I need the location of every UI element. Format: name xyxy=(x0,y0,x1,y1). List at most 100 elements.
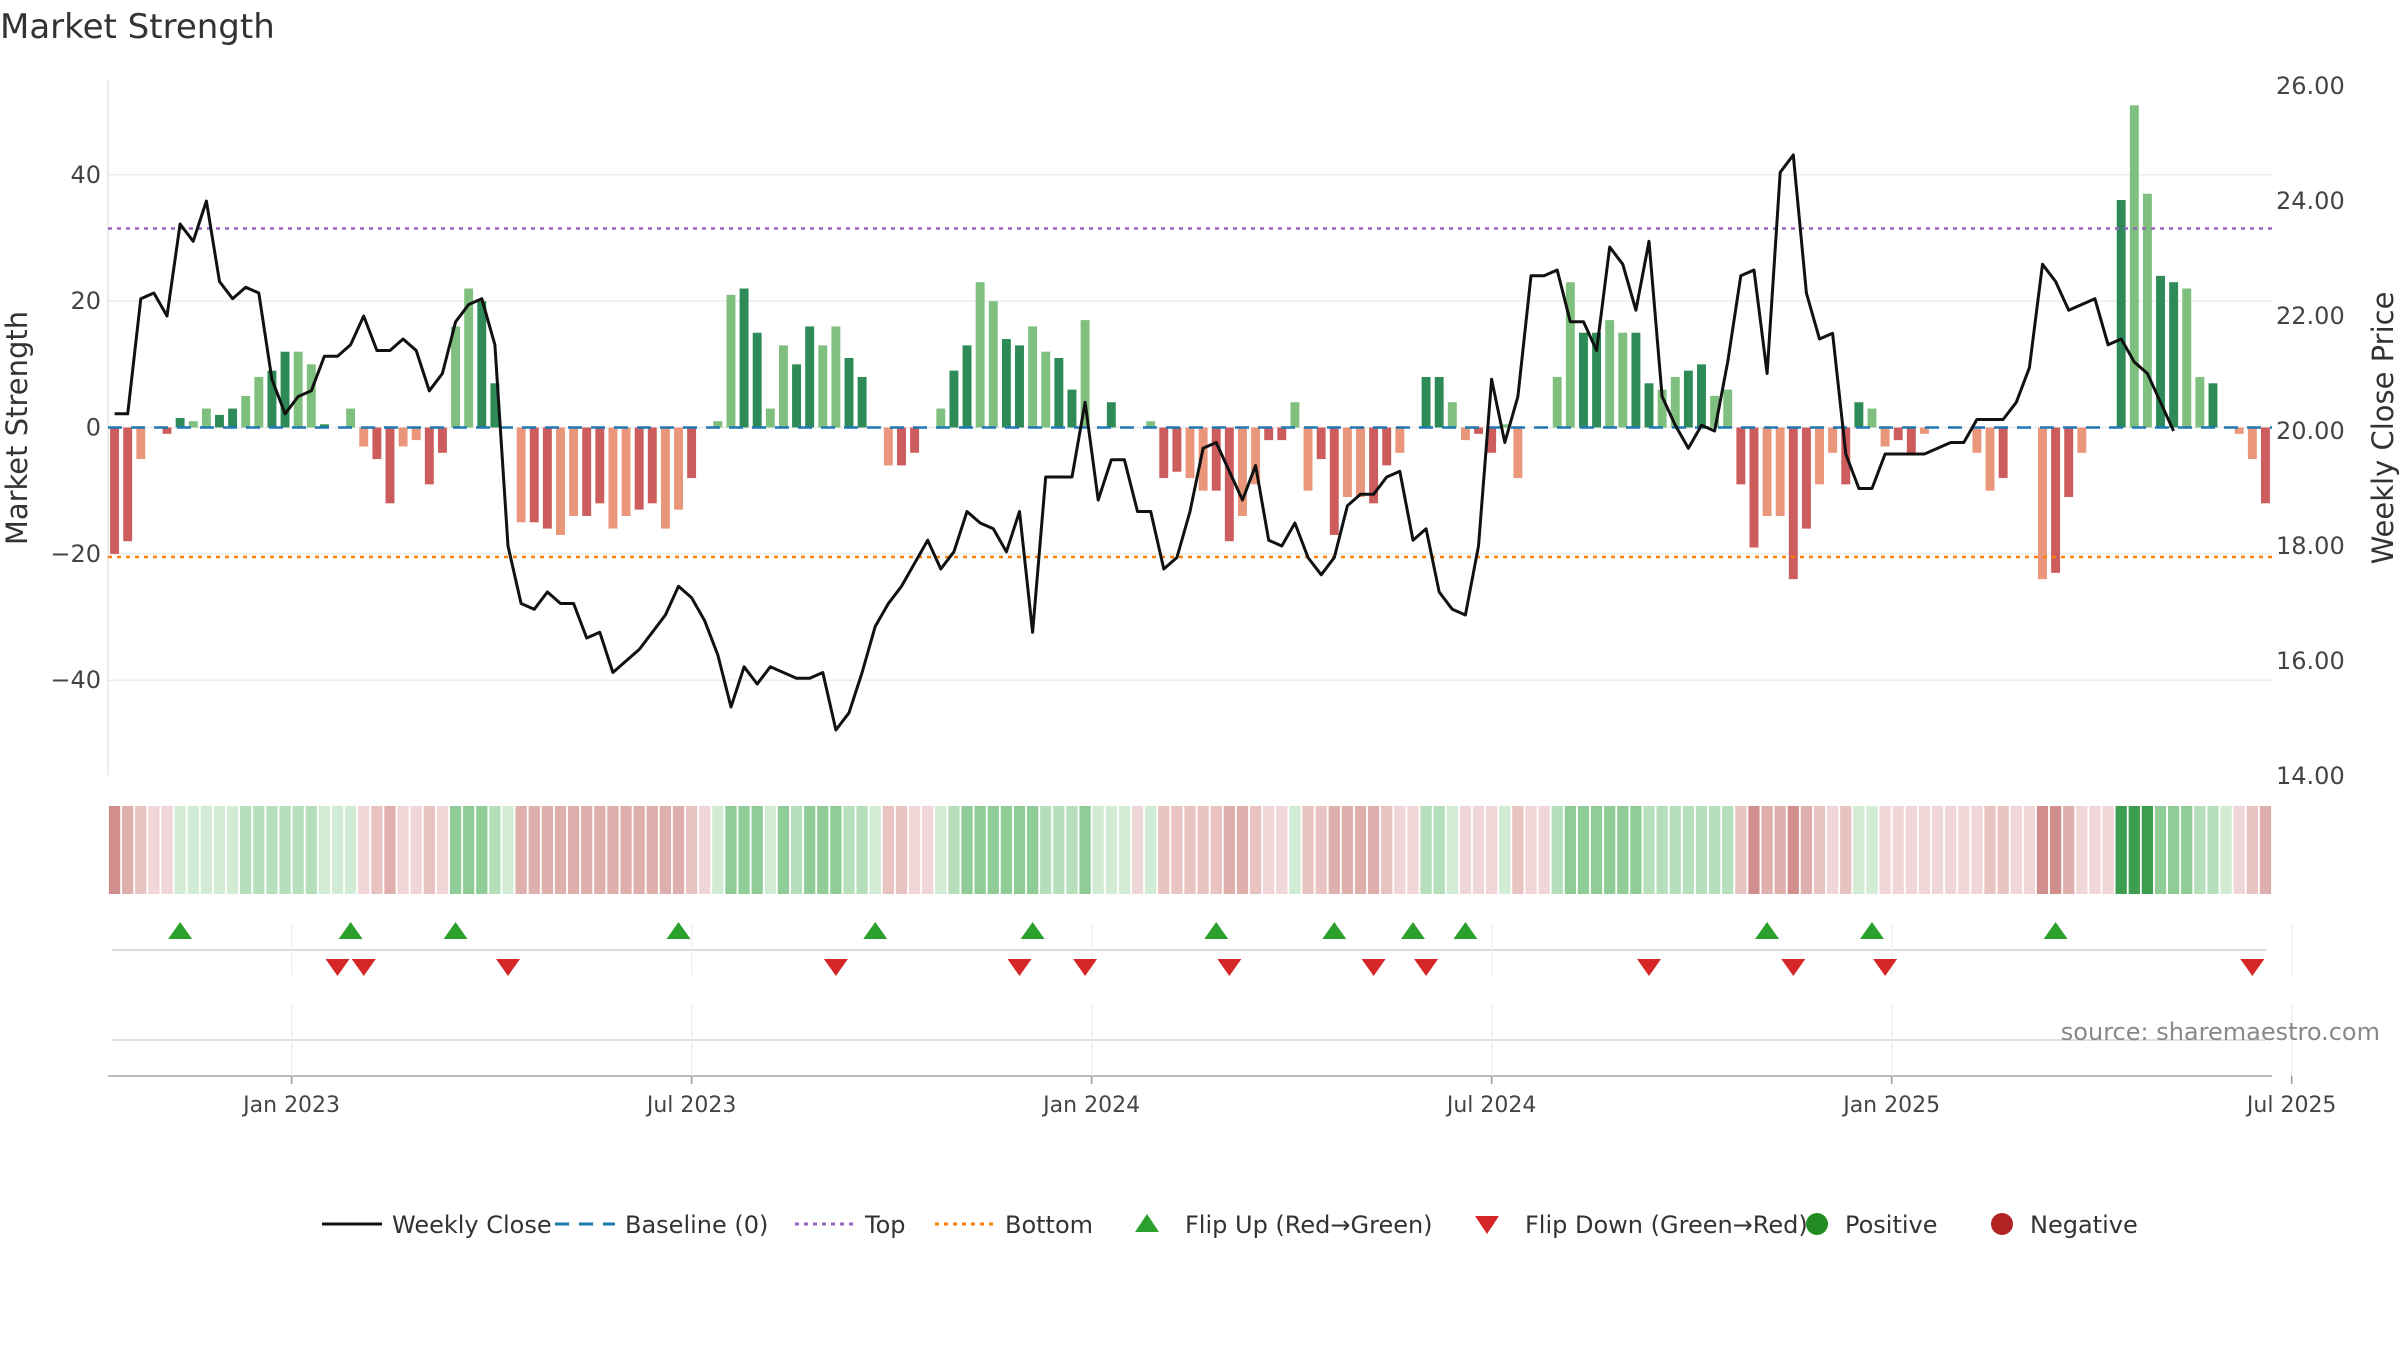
strength-bar xyxy=(1683,370,1693,428)
strength-bar xyxy=(1972,427,1982,453)
strength-bar xyxy=(647,427,657,504)
strength-bar xyxy=(1224,427,1234,542)
strength-bar xyxy=(1605,320,1615,428)
state-cell xyxy=(344,806,357,894)
strength-bar xyxy=(464,288,474,428)
state-cell xyxy=(2036,806,2049,894)
x-tick-label: Jul 2025 xyxy=(2245,1093,2337,1118)
strength-bar xyxy=(359,427,369,447)
strength-bar xyxy=(936,408,946,428)
strength-bar xyxy=(634,427,644,510)
state-cell xyxy=(2010,806,2022,894)
flip-down-marker xyxy=(2240,959,2265,976)
state-cell xyxy=(213,806,226,894)
strength-bar xyxy=(1592,332,1602,428)
state-cell xyxy=(1669,806,1681,894)
strength-bar xyxy=(398,427,408,447)
state-cell xyxy=(1171,806,1183,894)
strength-bar xyxy=(1919,427,1929,434)
x-tick-label: Jan 2025 xyxy=(1841,1093,1940,1118)
state-cell xyxy=(646,806,658,894)
strength-bar xyxy=(1329,427,1339,535)
strength-bar xyxy=(2208,383,2218,428)
x-tick-label: Jul 2024 xyxy=(1445,1093,1537,1118)
state-cell xyxy=(1013,806,1026,894)
legend-label: Baseline (0) xyxy=(625,1211,768,1239)
state-cell xyxy=(699,806,711,894)
strength-bar xyxy=(2156,275,2165,428)
strength-bar xyxy=(2234,427,2244,434)
strength-bar xyxy=(1487,427,1497,453)
flip-down-marker xyxy=(351,959,376,976)
strength-bar xyxy=(1998,427,2008,479)
legend: Weekly Close Baseline (0) Top Bottom Flip Up… xyxy=(322,1211,2138,1239)
strength-bar xyxy=(765,408,775,428)
strength-bar xyxy=(1552,376,1562,428)
state-cell xyxy=(423,806,435,894)
state-cell xyxy=(1892,806,1904,894)
state-cell xyxy=(1918,806,1931,894)
state-cell xyxy=(1197,806,1209,894)
strength-bar xyxy=(988,301,998,428)
state-cell xyxy=(843,806,855,894)
strength-bar xyxy=(595,427,605,504)
strength-bar xyxy=(542,427,552,529)
state-cell xyxy=(1761,806,1773,894)
strength-bar xyxy=(437,427,447,453)
strength-bar xyxy=(2064,427,2074,497)
state-cell xyxy=(397,806,409,894)
state-cell xyxy=(1394,806,1406,894)
flip-down-marker xyxy=(496,959,521,976)
state-cell xyxy=(358,806,370,894)
strength-bar xyxy=(1211,427,1221,491)
state-cell xyxy=(633,806,645,894)
strength-bar xyxy=(910,427,920,453)
legend-item: Bottom xyxy=(935,1211,1093,1239)
strength-bar xyxy=(306,364,316,428)
state-cell xyxy=(1486,806,1498,894)
state-cell xyxy=(1564,806,1576,894)
strength-bar xyxy=(1618,332,1628,428)
flip-up-marker xyxy=(1204,922,1229,939)
left-tick-label: 0 xyxy=(86,414,101,442)
strength-bar xyxy=(1041,351,1051,428)
x-tick-label: Jan 2024 xyxy=(1041,1093,1140,1118)
strength-bar xyxy=(1710,395,1720,428)
strength-bar xyxy=(2260,427,2270,504)
state-cell xyxy=(1590,806,1603,894)
strength-bar xyxy=(1159,427,1169,479)
legend-label: Positive xyxy=(1845,1211,1938,1239)
state-cell xyxy=(279,806,291,894)
strength-bar xyxy=(687,427,697,479)
legend-dot-icon xyxy=(1991,1213,2013,1235)
strength-bar xyxy=(1815,427,1824,485)
state-cell xyxy=(1092,806,1104,894)
flip-markers xyxy=(112,922,2293,976)
strength-bar xyxy=(2182,288,2192,428)
state-cell xyxy=(1066,806,1078,894)
strength-bar xyxy=(477,301,487,428)
state-cell xyxy=(135,806,147,894)
strength-bar xyxy=(713,421,723,428)
state-cell xyxy=(1145,806,1157,894)
state-cell xyxy=(331,806,344,894)
right-tick-label: 26.00 xyxy=(2276,72,2345,100)
state-cell xyxy=(1840,806,1852,894)
state-cell xyxy=(922,806,934,894)
state-cell xyxy=(2194,806,2206,894)
state-cell xyxy=(1800,806,1813,894)
strength-bar xyxy=(844,358,854,428)
right-tick-label: 16.00 xyxy=(2276,647,2345,675)
state-cell xyxy=(1131,806,1144,894)
legend-label: Top xyxy=(864,1211,906,1239)
state-cell xyxy=(226,806,239,894)
flip-up-marker xyxy=(863,922,888,939)
state-cell xyxy=(1866,806,1878,894)
strength-bar xyxy=(569,427,579,516)
strength-bar xyxy=(897,427,906,466)
strength-bar xyxy=(1447,402,1457,428)
x-tick-label: Jan 2023 xyxy=(241,1093,340,1118)
strength-bar xyxy=(608,427,618,529)
state-cell xyxy=(1971,806,1983,894)
